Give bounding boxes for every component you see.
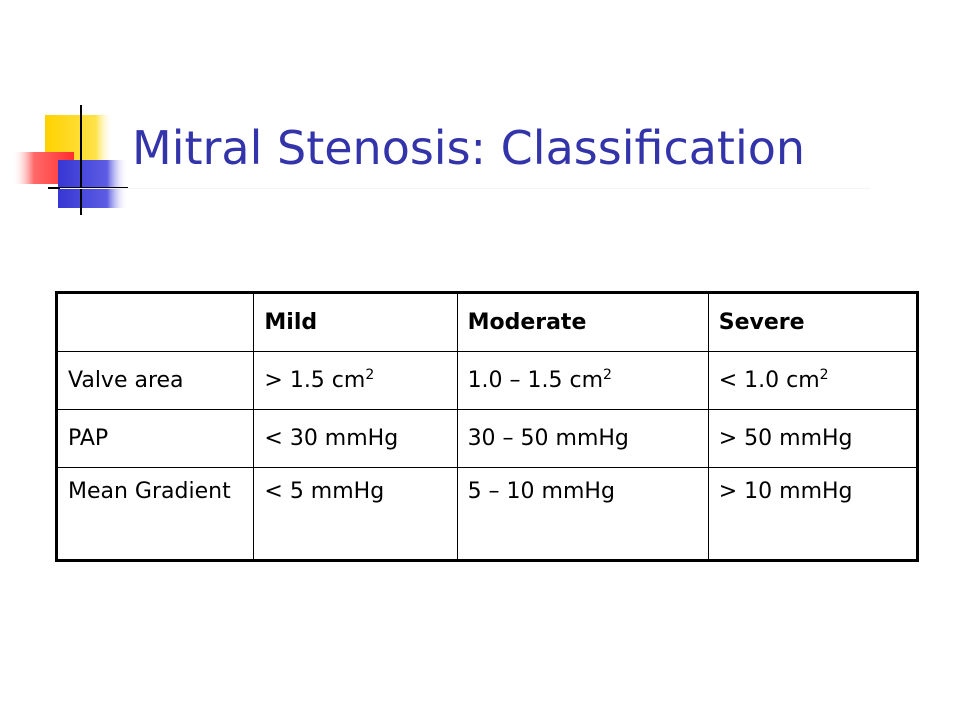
table-row: Valve area > 1.5 cm2 1.0 – 1.5 cm2 < 1.0… (55, 351, 919, 410)
cell-value: < 1.0 cm (718, 367, 820, 393)
table-cell: 30 – 50 mmHg (456, 409, 709, 468)
table-cell: > 50 mmHg (707, 409, 919, 468)
table-cell: < 5 mmHg (253, 467, 458, 561)
table-cell: < 30 mmHg (253, 409, 458, 468)
table-cell: > 10 mmHg (707, 467, 919, 561)
decor-blue-square (58, 160, 128, 208)
cell-value: > 1.5 cm (264, 367, 366, 393)
table-cell: 5 – 10 mmHg (456, 467, 709, 561)
superscript: 2 (365, 366, 375, 383)
table-row: Mean Gradient < 5 mmHg 5 – 10 mmHg > 10 … (55, 467, 919, 561)
cell-value: 1.0 – 1.5 cm (467, 367, 604, 393)
table-cell: 1.0 – 1.5 cm2 (456, 351, 709, 410)
row-label: PAP (55, 409, 255, 468)
classification-table: Mild Moderate Severe Valve area > 1.5 cm… (55, 291, 919, 562)
row-label: Mean Gradient (55, 467, 255, 561)
header-empty-cell (55, 292, 255, 352)
slide-title: Mitral Stenosis: Classification (132, 121, 806, 175)
superscript: 2 (603, 366, 612, 383)
superscript: 2 (819, 366, 829, 383)
table-cell: < 1.0 cm2 (707, 351, 919, 410)
header-moderate: Moderate (456, 292, 709, 352)
table-cell: > 1.5 cm2 (253, 351, 458, 410)
row-label: Valve area (55, 351, 255, 410)
title-divider (60, 188, 870, 189)
header-severe: Severe (707, 292, 919, 352)
table-header-row: Mild Moderate Severe (55, 292, 919, 352)
table-row: PAP < 30 mmHg 30 – 50 mmHg > 50 mmHg (55, 409, 919, 468)
slide-corner-decoration (12, 105, 128, 215)
header-mild: Mild (253, 292, 458, 352)
